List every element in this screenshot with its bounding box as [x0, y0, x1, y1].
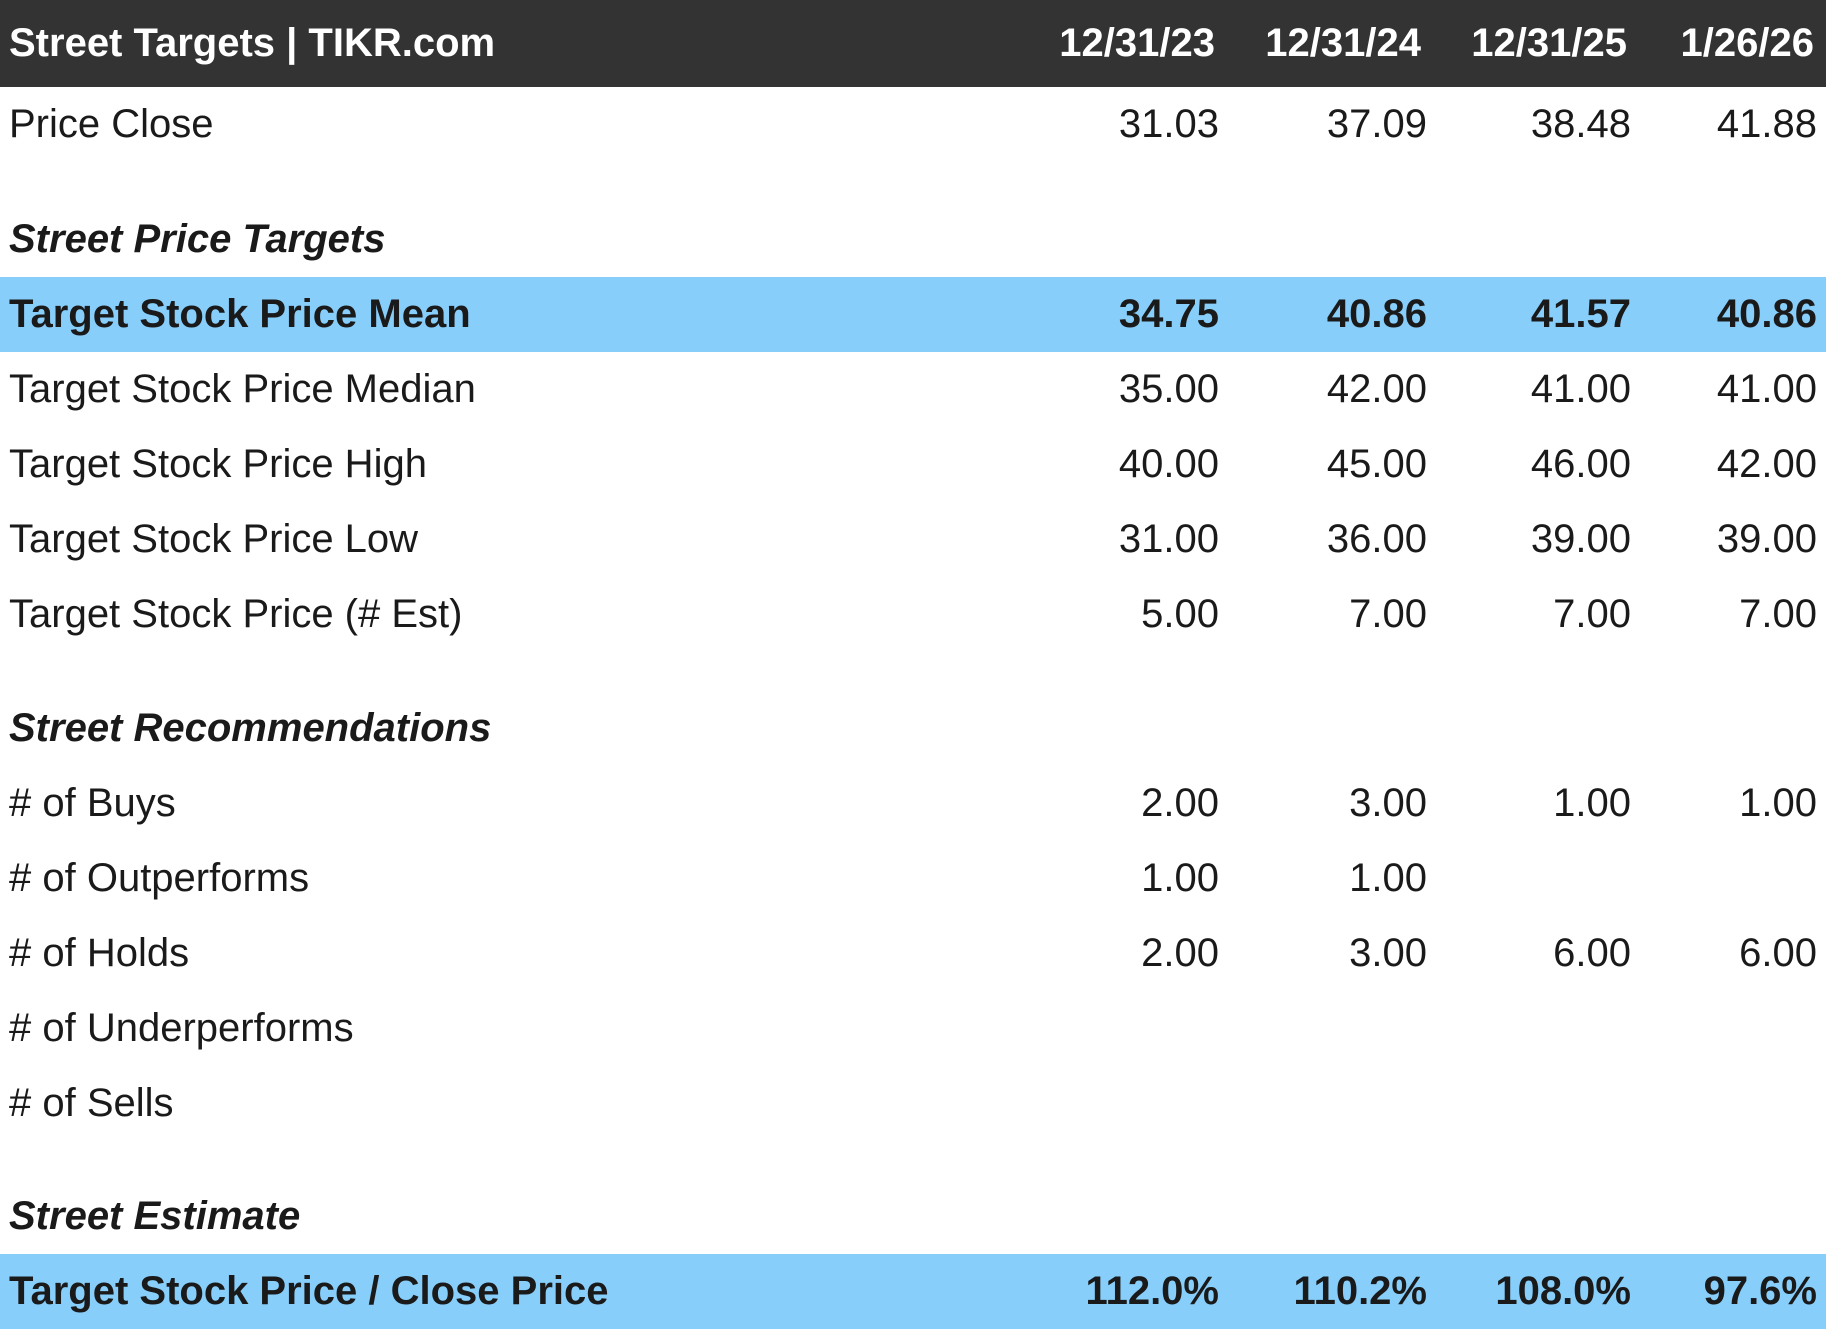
cell: 31.00 — [1118, 517, 1219, 561]
cell: 112.0% — [1085, 1269, 1219, 1313]
row-label: # of Holds — [9, 931, 190, 975]
cell: 3.00 — [1349, 781, 1427, 825]
table-row: Target Stock Price Low 31.00 36.00 39.00 39.… — [0, 502, 1826, 577]
row-label: Target Stock Price Low — [9, 517, 419, 561]
cell: 1.00 — [1739, 781, 1817, 825]
row-label: # of Buys — [9, 781, 176, 825]
table-row: # of Holds 2.00 3.00 6.00 6.00 — [0, 916, 1826, 991]
table-row: Target Stock Price / Close Price 112.0% 11… — [0, 1254, 1826, 1329]
table-row: Target Stock Price High 40.00 45.00 46.00 42… — [0, 427, 1826, 502]
table-row-price-close: Price Close 31.03 37.09 38.48 41.88 — [0, 87, 1826, 162]
row-label: # of Sells — [9, 1081, 174, 1125]
section-title: Street Estimate — [9, 1194, 301, 1238]
cell: 45.00 — [1326, 442, 1427, 486]
cell: 1.00 — [1141, 856, 1219, 900]
row-label: Target Stock Price / Close Price — [9, 1269, 609, 1313]
cell: 2.00 — [1141, 931, 1219, 975]
section-title: Street Recommendations — [9, 706, 492, 750]
cell: 39.00 — [1716, 517, 1817, 561]
cell: 31.03 — [1118, 102, 1219, 146]
cell: 5.00 — [1141, 592, 1219, 636]
cell: 97.6% — [1703, 1269, 1817, 1313]
cell: 108.0% — [1495, 1269, 1631, 1313]
cell: 7.00 — [1349, 592, 1427, 636]
cell: 110.2% — [1293, 1269, 1427, 1313]
cell: 40.86 — [1716, 292, 1817, 336]
table-row: # of Sells — [0, 1066, 1826, 1141]
row-label: Target Stock Price High — [9, 442, 427, 486]
cell: 40.86 — [1326, 292, 1427, 336]
cell: 7.00 — [1739, 592, 1817, 636]
cell: 41.00 — [1530, 367, 1631, 411]
spacer — [0, 1141, 1826, 1179]
cell: 42.00 — [1716, 442, 1817, 486]
cell: 1.00 — [1349, 856, 1427, 900]
cell: 36.00 — [1326, 517, 1427, 561]
column-header: 12/31/23 — [1059, 21, 1215, 65]
section-title: Street Price Targets — [9, 217, 386, 261]
cell: 46.00 — [1530, 442, 1631, 486]
cell: 41.57 — [1530, 292, 1631, 336]
table-row: # of Outperforms 1.00 1.00 — [0, 841, 1826, 916]
table-header: Street Targets | TIKR.com 12/31/23 12/31… — [0, 0, 1826, 87]
table-title: Street Targets | TIKR.com — [9, 21, 496, 65]
cell: 41.88 — [1716, 102, 1817, 146]
cell: 3.00 — [1349, 931, 1427, 975]
row-label: Target Stock Price Mean — [9, 292, 471, 336]
cell: 41.00 — [1716, 367, 1817, 411]
cell: 40.00 — [1118, 442, 1219, 486]
section-header: Street Price Targets — [0, 202, 1826, 277]
table-row: Target Stock Price Mean 34.75 40.86 41.57 40… — [0, 277, 1826, 352]
sections: Street Price Targets Target Stock Price M… — [0, 162, 1826, 1329]
cell: 34.75 — [1118, 292, 1219, 336]
column-header: 12/31/25 — [1471, 21, 1627, 65]
cell: 42.00 — [1326, 367, 1427, 411]
table-row: # of Underperforms — [0, 991, 1826, 1066]
row-label: # of Underperforms — [9, 1006, 354, 1050]
cell: 1.00 — [1553, 781, 1631, 825]
cell: 37.09 — [1326, 102, 1427, 146]
column-header: 1/26/26 — [1680, 21, 1814, 65]
row-label: Target Stock Price (# Est) — [9, 592, 463, 636]
spacer — [0, 652, 1826, 691]
column-header: 12/31/24 — [1265, 21, 1421, 65]
table-row: Target Stock Price (# Est) 5.00 7.00 7.00 7.… — [0, 577, 1826, 652]
cell: 7.00 — [1553, 592, 1631, 636]
table-row: Target Stock Price Median 35.00 42.00 41.00… — [0, 352, 1826, 427]
row-label: Target Stock Price Median — [9, 367, 476, 411]
cell: 35.00 — [1118, 367, 1219, 411]
spacer — [0, 162, 1826, 202]
cell: 38.48 — [1530, 102, 1631, 146]
cell: 6.00 — [1739, 931, 1817, 975]
row-label: # of Outperforms — [9, 856, 310, 900]
table-row: # of Buys 2.00 3.00 1.00 1.00 — [0, 766, 1826, 841]
section-header: Street Recommendations — [0, 691, 1826, 766]
cell: 39.00 — [1530, 517, 1631, 561]
cell: 6.00 — [1553, 931, 1631, 975]
section-header: Street Estimate — [0, 1179, 1826, 1254]
row-label: Price Close — [9, 102, 214, 146]
cell: 2.00 — [1141, 781, 1219, 825]
